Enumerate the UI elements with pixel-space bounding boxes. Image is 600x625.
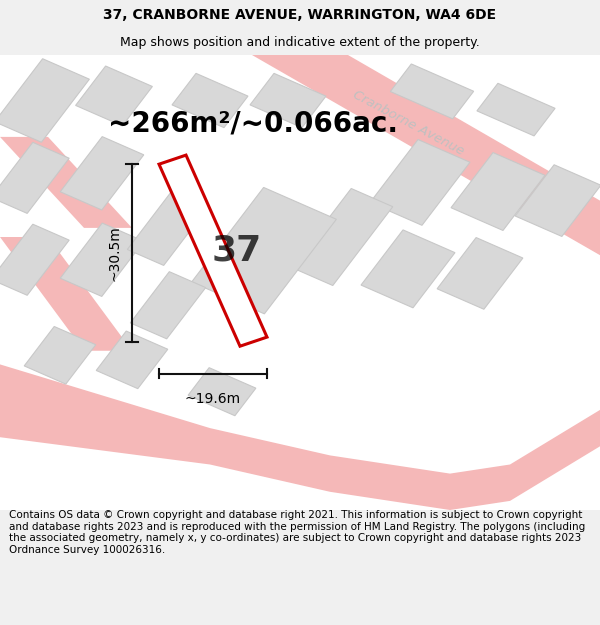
Polygon shape <box>188 368 256 416</box>
Text: ~30.5m: ~30.5m <box>107 225 121 281</box>
Polygon shape <box>60 137 144 210</box>
Polygon shape <box>451 152 545 231</box>
Text: Contains OS data © Crown copyright and database right 2021. This information is : Contains OS data © Crown copyright and d… <box>9 510 585 555</box>
Text: 37: 37 <box>212 234 262 268</box>
Polygon shape <box>130 272 206 339</box>
Polygon shape <box>0 224 69 295</box>
Polygon shape <box>477 83 555 136</box>
Polygon shape <box>0 137 132 228</box>
Polygon shape <box>0 364 600 510</box>
Text: 37, CRANBORNE AVENUE, WARRINGTON, WA4 6DE: 37, CRANBORNE AVENUE, WARRINGTON, WA4 6D… <box>103 8 497 22</box>
Polygon shape <box>60 223 144 296</box>
Text: ~266m²/~0.066ac.: ~266m²/~0.066ac. <box>108 109 398 138</box>
Polygon shape <box>391 64 473 119</box>
Polygon shape <box>159 155 267 346</box>
Polygon shape <box>127 191 209 266</box>
Text: Map shows position and indicative extent of the property.: Map shows position and indicative extent… <box>120 36 480 49</box>
Polygon shape <box>96 331 168 389</box>
Polygon shape <box>437 238 523 309</box>
Polygon shape <box>0 237 132 351</box>
Polygon shape <box>0 142 69 213</box>
Polygon shape <box>76 66 152 126</box>
Polygon shape <box>250 73 326 127</box>
Text: Cranborne Avenue: Cranborne Avenue <box>350 88 466 158</box>
Polygon shape <box>24 326 96 384</box>
Polygon shape <box>361 230 455 308</box>
Polygon shape <box>172 73 248 127</box>
Polygon shape <box>252 55 600 255</box>
Text: ~19.6m: ~19.6m <box>185 391 241 406</box>
Polygon shape <box>370 139 470 225</box>
Polygon shape <box>0 59 89 142</box>
Polygon shape <box>291 189 393 286</box>
Polygon shape <box>191 188 337 314</box>
Polygon shape <box>515 165 600 236</box>
